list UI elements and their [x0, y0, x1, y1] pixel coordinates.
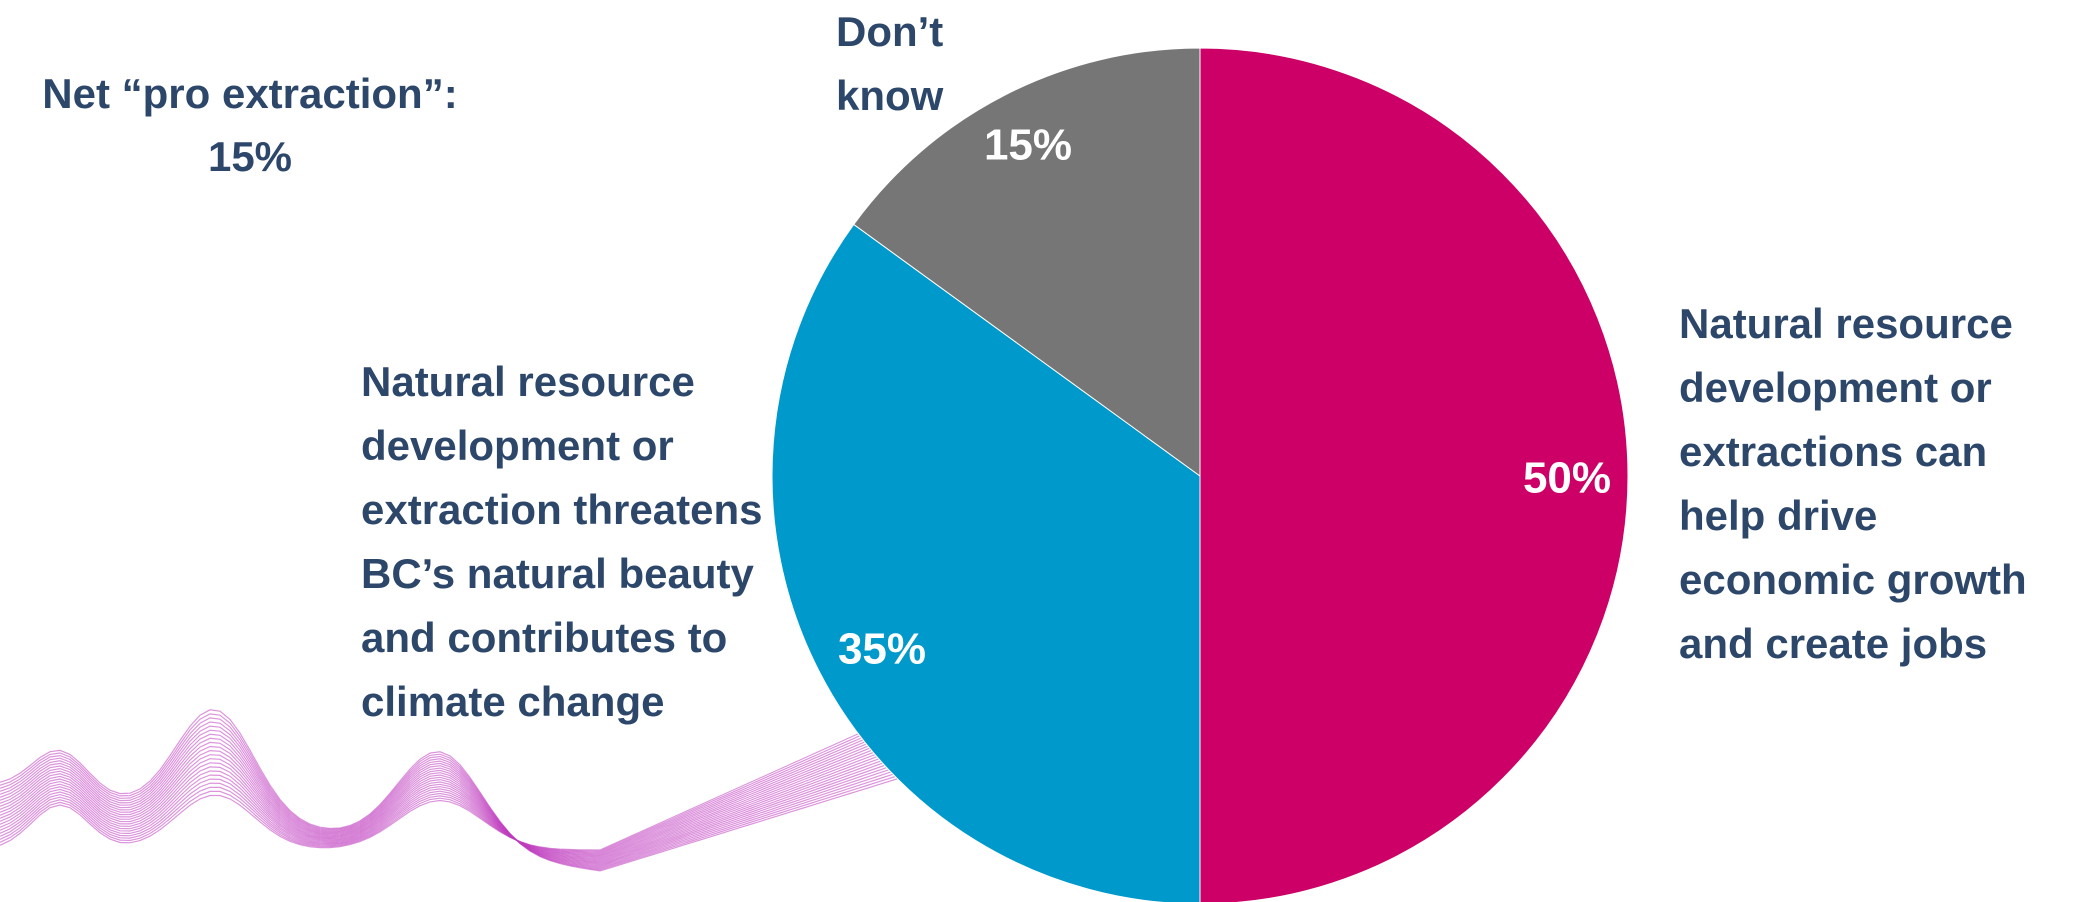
decor-wave: [0, 735, 901, 858]
category-label: Natural resource development or extracti…: [1679, 300, 2027, 667]
pie-slice: [853, 47, 1201, 477]
decor-wave: [0, 717, 901, 870]
category-label: Natural resource development or extracti…: [361, 358, 763, 725]
decor-wave: [0, 709, 901, 872]
pie-slice: [1199, 47, 1629, 902]
decor-wave: [0, 726, 901, 855]
pie-slice: [771, 223, 1201, 902]
decor-wave: [0, 737, 901, 865]
value-label: 15%: [984, 121, 1072, 170]
decor-wave: [0, 729, 901, 856]
decor-wave: [0, 723, 901, 854]
decor-wave: [0, 745, 901, 863]
annotation-value: 15%: [207, 133, 293, 180]
decor-wave: [0, 738, 901, 859]
decor-wave: [0, 717, 901, 852]
decor-wave: [0, 721, 901, 869]
decor-wave: [0, 744, 901, 861]
decor-wave: [0, 732, 901, 857]
decor-wave: [0, 725, 901, 868]
decor-wave: [0, 713, 901, 871]
value-label: 35%: [838, 625, 926, 674]
category-label: Don’t know: [836, 8, 944, 119]
value-label: 50%: [1523, 454, 1611, 503]
decor-wave: [0, 741, 901, 860]
annotation-label: Net “pro extraction”:: [42, 70, 458, 117]
decor-wave: [0, 729, 901, 867]
decor-wave: [0, 747, 901, 862]
decor-wave: [0, 720, 901, 853]
decor-wave: [0, 733, 901, 866]
decor-wave: [0, 714, 901, 851]
decor-wave: [0, 741, 901, 864]
